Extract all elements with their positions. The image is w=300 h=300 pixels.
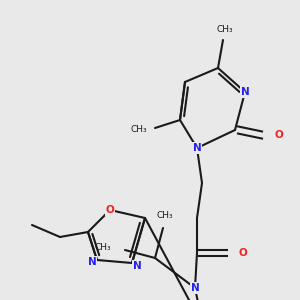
- Text: CH₃: CH₃: [131, 125, 147, 134]
- Text: N: N: [133, 261, 141, 271]
- Text: CH₃: CH₃: [217, 26, 233, 34]
- Text: N: N: [241, 87, 249, 97]
- Text: O: O: [106, 205, 114, 215]
- Text: N: N: [193, 143, 201, 153]
- Text: CH₃: CH₃: [157, 212, 173, 220]
- Text: N: N: [88, 257, 96, 267]
- Text: CH₃: CH₃: [94, 242, 111, 251]
- Text: O: O: [238, 248, 247, 258]
- Text: O: O: [274, 130, 284, 140]
- Text: N: N: [190, 283, 200, 293]
